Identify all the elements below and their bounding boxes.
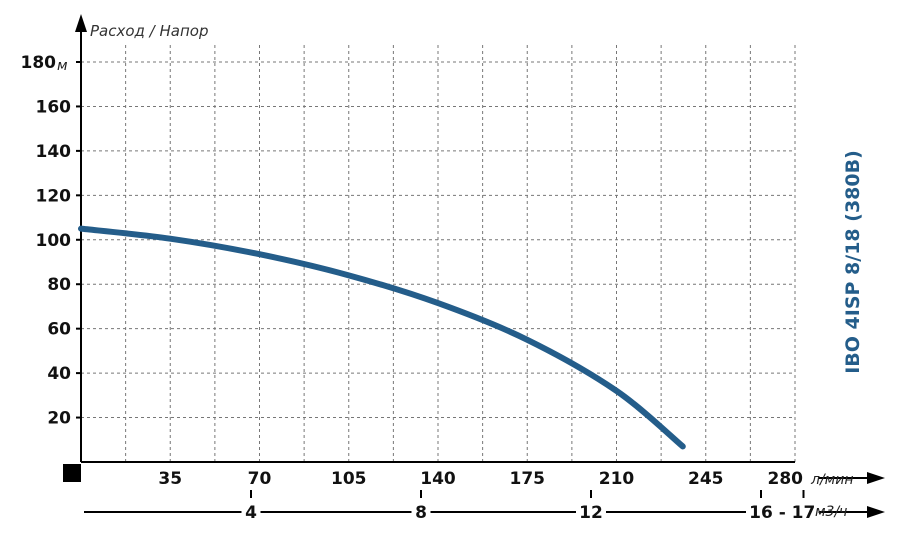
x-tick-label: 280: [768, 469, 804, 489]
x-tick-label: 105: [331, 469, 367, 489]
x-tick-label: 35: [158, 469, 182, 489]
y-tick-label: 180: [21, 53, 57, 73]
x2-axis-arrow: [867, 506, 885, 518]
y-tick-label: 40: [47, 364, 71, 384]
origin-marker: [63, 464, 81, 482]
x2-label-bg: [746, 500, 776, 522]
y-tick-label: 100: [36, 231, 72, 251]
y-tick-label: 120: [36, 186, 72, 206]
y-unit-label: м: [57, 58, 68, 74]
x2-tick-label: 16: [749, 503, 773, 523]
secondary-x-axis: 4 8 12 16-17: [84, 490, 870, 523]
x2-tick-label: 12: [579, 503, 603, 523]
horizontal-gridlines: [81, 61, 795, 419]
y-tick-label: 80: [47, 275, 71, 295]
chart-title: IBO 4ISP 8/18 (380В): [842, 150, 864, 374]
x2-unit-label: м3/ч: [815, 504, 847, 520]
x-tick-label: 245: [688, 469, 724, 489]
x-tick-label: 175: [510, 469, 546, 489]
x-axis-arrow: [867, 472, 885, 484]
x-unit-label: л/мин: [810, 472, 853, 488]
x2-label-bg: [772, 500, 792, 522]
x2-tick-label: 17: [792, 503, 816, 523]
y-tick-label: 140: [36, 142, 72, 162]
x-tick-label: 140: [420, 469, 456, 489]
y-tick-label: 20: [47, 409, 71, 429]
y-tick-label: 160: [36, 97, 72, 117]
x2-tick-label: 8: [415, 503, 427, 523]
y-axis-title: Расход / Напор: [90, 22, 208, 40]
x2-label-bg: [411, 500, 431, 522]
x-tick-labels: 35 70 105 140 175 210 245 280: [158, 469, 803, 489]
y-tick-labels: 20 40 60 80 100 120 140 160 180: [21, 53, 81, 429]
head-flow-curve: [78, 225, 686, 450]
y-tick-label: 60: [47, 320, 71, 340]
vertical-gridlines: [125, 45, 796, 462]
x-tick-label: 210: [599, 469, 635, 489]
x2-label-bg: [241, 500, 261, 522]
x2-label-bg: [576, 500, 606, 522]
x2-label-bg: [788, 500, 819, 522]
y-axis-arrow: [75, 14, 87, 32]
x-tick-label: 70: [248, 469, 272, 489]
x2-tick-label: 4: [245, 503, 257, 523]
x2-tick-label: -: [779, 503, 786, 523]
